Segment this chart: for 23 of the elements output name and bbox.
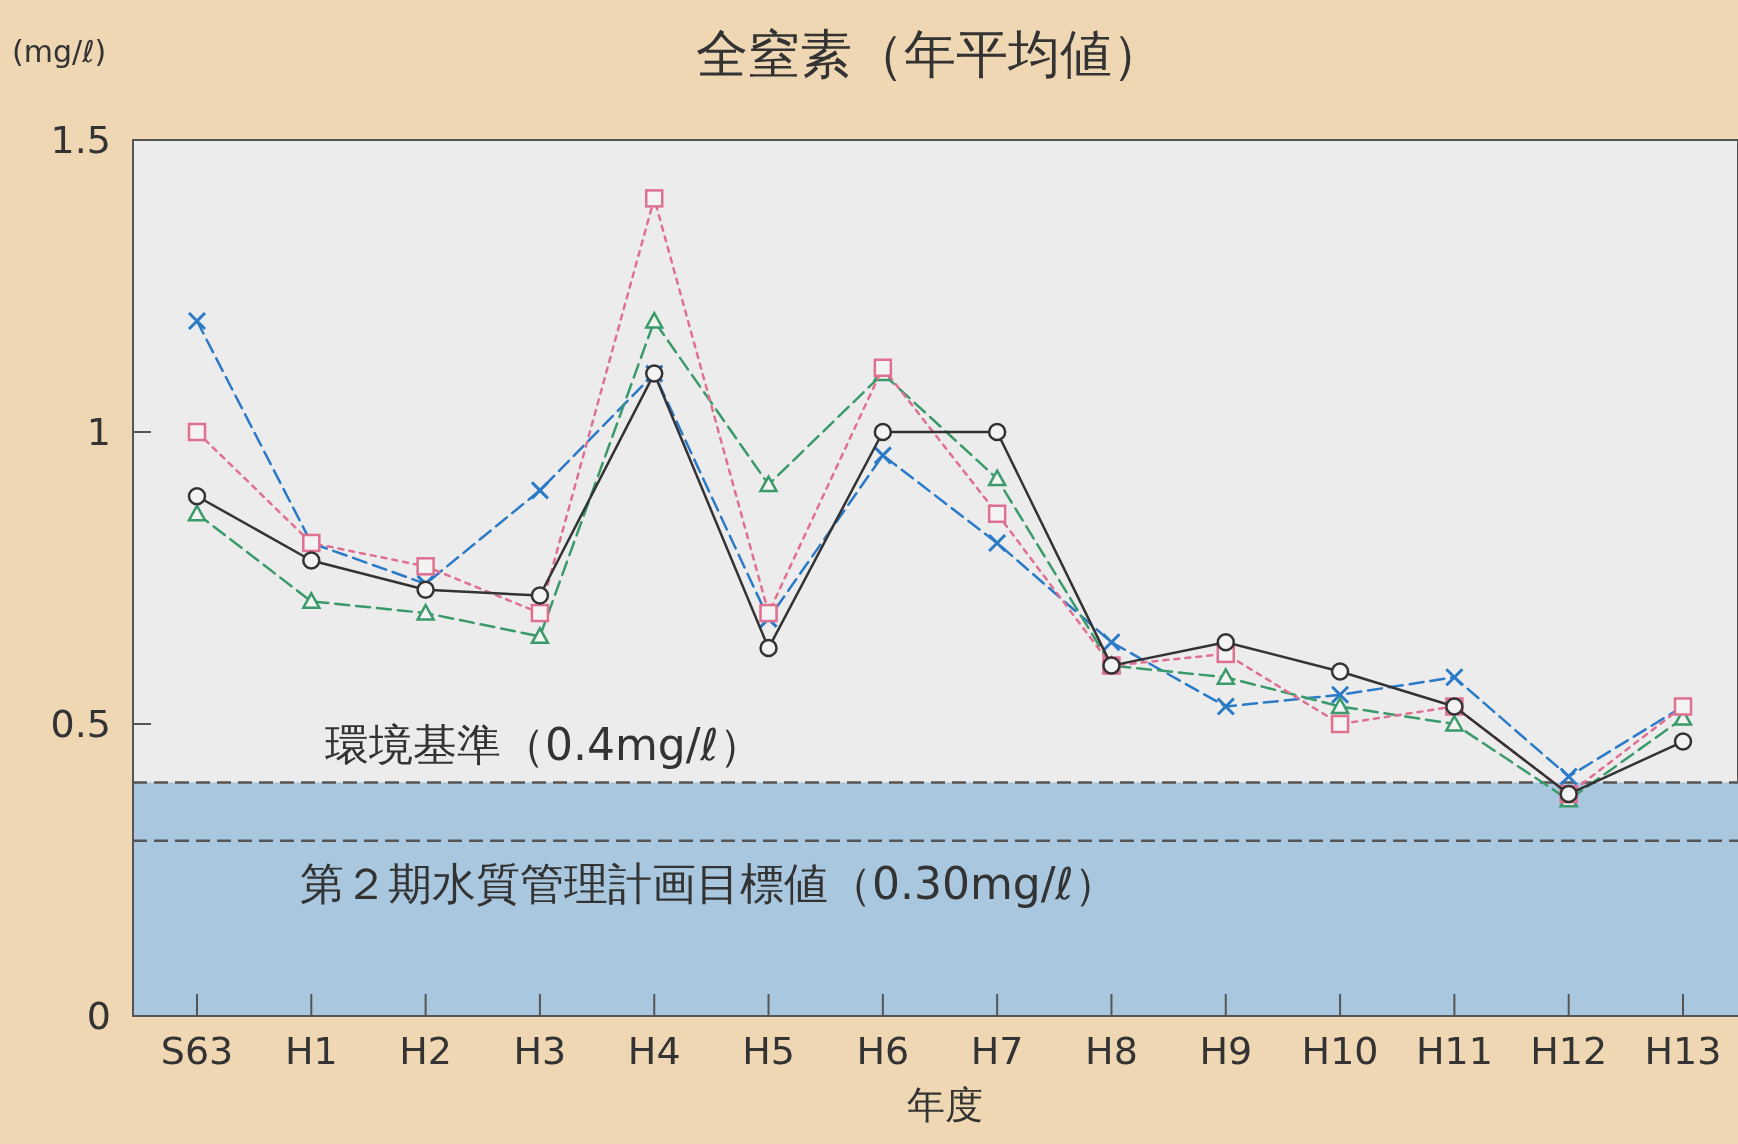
x-tick-label: H11 (1415, 1029, 1493, 1073)
x-tick-label: H10 (1301, 1029, 1379, 1073)
ref-line-label: 第２期水質管理計画目標値（0.30mg/ℓ） (300, 857, 1118, 909)
x-tick-label: H5 (742, 1029, 795, 1073)
x-tick-label: H8 (1085, 1029, 1138, 1073)
y-tick-label: 0.5 (50, 702, 111, 747)
chart-title: 全窒素（年平均値） (696, 24, 1164, 84)
y-tick-label: 1 (86, 410, 111, 455)
y-tick-label: 1.5 (50, 118, 111, 163)
x-tick-label: H2 (399, 1029, 452, 1073)
x-tick-label: H3 (513, 1029, 567, 1073)
ref-line-label: 環境基準（0.4mg/ℓ） (325, 719, 763, 771)
x-tick-label: H1 (284, 1029, 338, 1073)
x-tick-label: H7 (970, 1029, 1024, 1073)
x-tick-label: H9 (1199, 1029, 1253, 1073)
x-axis-title: 年度 (907, 1083, 983, 1127)
y-tick-label: 0 (86, 994, 111, 1039)
x-tick-label: H12 (1530, 1029, 1608, 1073)
x-tick-label: H13 (1644, 1029, 1722, 1073)
y-axis-title: (mg/ℓ) (12, 34, 107, 69)
x-tick-label: H4 (627, 1029, 681, 1073)
x-tick-label: H6 (856, 1029, 910, 1073)
x-tick-label: S63 (160, 1029, 234, 1073)
